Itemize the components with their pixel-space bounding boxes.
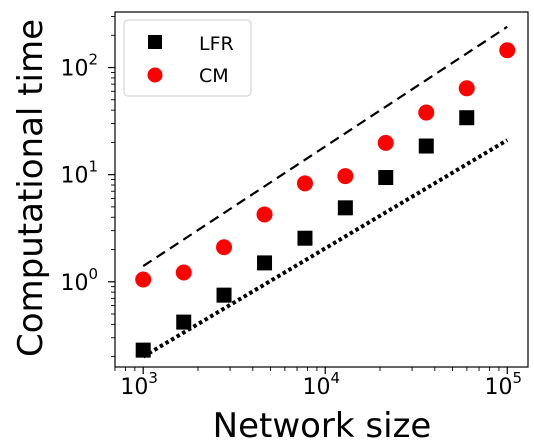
data-point-cm xyxy=(458,80,475,97)
data-point-lfr xyxy=(257,255,273,271)
data-point-lfr xyxy=(216,287,232,303)
data-point-cm xyxy=(216,239,233,256)
y-axis-label: Computational time xyxy=(11,19,51,357)
y-tick-label: 101 xyxy=(60,158,98,189)
x-tick-label: 103 xyxy=(120,369,158,400)
data-point-lfr xyxy=(297,230,313,246)
y-tick-label: 100 xyxy=(60,265,98,296)
x-axis-ticks: 103 104 105 xyxy=(114,367,522,400)
data-point-lfr xyxy=(135,342,151,358)
data-point-cm xyxy=(256,206,273,223)
legend-label-lfr: LFR xyxy=(199,33,234,55)
data-point-cm xyxy=(499,42,516,59)
data-point-lfr xyxy=(176,314,192,330)
reference-lines xyxy=(142,25,509,359)
data-point-lfr xyxy=(418,138,434,154)
reference-line-dashed xyxy=(142,25,508,268)
x-axis-label: Network size xyxy=(213,406,432,445)
data-point-cm xyxy=(135,271,152,288)
y-axis-ticks: 100 101 102 xyxy=(60,15,115,358)
data-point-cm xyxy=(175,264,192,281)
data-point-cm xyxy=(296,175,313,192)
data-point-lfr xyxy=(337,200,353,216)
reference-line-dotted xyxy=(142,138,509,359)
y-tick-label: 102 xyxy=(60,51,98,82)
data-point-cm xyxy=(418,104,435,121)
legend-marker-cm xyxy=(147,67,163,83)
legend-marker-lfr xyxy=(148,35,162,49)
data-point-lfr xyxy=(459,110,475,126)
x-tick-label: 105 xyxy=(484,369,522,400)
data-point-lfr xyxy=(378,170,394,186)
legend-box xyxy=(123,19,252,97)
data-point-cm xyxy=(377,134,394,151)
data-points xyxy=(135,42,516,358)
x-tick-label: 104 xyxy=(302,369,340,400)
legend-label-cm: CM xyxy=(199,65,229,87)
data-point-cm xyxy=(337,168,354,185)
plot-frame xyxy=(114,11,529,368)
legend: LFR CM xyxy=(123,19,252,97)
